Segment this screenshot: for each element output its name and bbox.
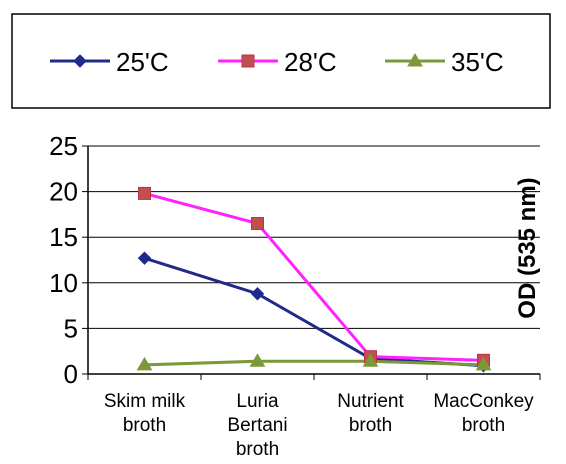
x-category-label: Skim milk broth bbox=[104, 391, 186, 436]
legend-entry-label: 35'C bbox=[451, 47, 504, 77]
legend: 25'C 28'C 35'C bbox=[50, 47, 504, 77]
data-point bbox=[137, 251, 152, 265]
axes bbox=[82, 145, 541, 380]
legend-entry-label: 28'C bbox=[284, 47, 337, 77]
y-tick-label: 0 bbox=[64, 359, 78, 389]
y-tick-labels: 0 5 10 15 20 25 bbox=[49, 131, 78, 389]
y-tick-label: 25 bbox=[49, 131, 78, 161]
y-tick-label: 20 bbox=[49, 177, 78, 207]
x-category-label: Luria Bertani broth bbox=[227, 391, 287, 460]
x-category-labels: Skim milk broth Luria Bertani broth Nutrient b… bbox=[104, 391, 534, 460]
x-category-label: Nutrient broth bbox=[337, 391, 404, 436]
data-point bbox=[138, 186, 151, 200]
legend-marker bbox=[73, 54, 87, 68]
legend-marker bbox=[241, 54, 255, 68]
legend-marker bbox=[407, 53, 423, 67]
data-point bbox=[249, 353, 266, 367]
data-point bbox=[250, 287, 265, 301]
series-line bbox=[144, 359, 484, 367]
y-tick-label: 5 bbox=[64, 313, 78, 343]
y-tick-label: 10 bbox=[49, 268, 78, 298]
series-lines bbox=[136, 186, 492, 373]
y-axis-label: OD (535 nm) bbox=[514, 177, 541, 318]
series-line bbox=[144, 256, 484, 368]
legend-entry-label: 25'C bbox=[116, 47, 169, 77]
gridlines bbox=[88, 145, 540, 329]
data-point bbox=[136, 356, 153, 371]
data-point bbox=[362, 353, 379, 367]
data-point bbox=[475, 356, 492, 371]
data-point bbox=[251, 217, 264, 231]
x-category-label: MacConkey broth bbox=[433, 391, 534, 436]
y-tick-label: 15 bbox=[49, 222, 78, 252]
series-line bbox=[144, 191, 484, 362]
